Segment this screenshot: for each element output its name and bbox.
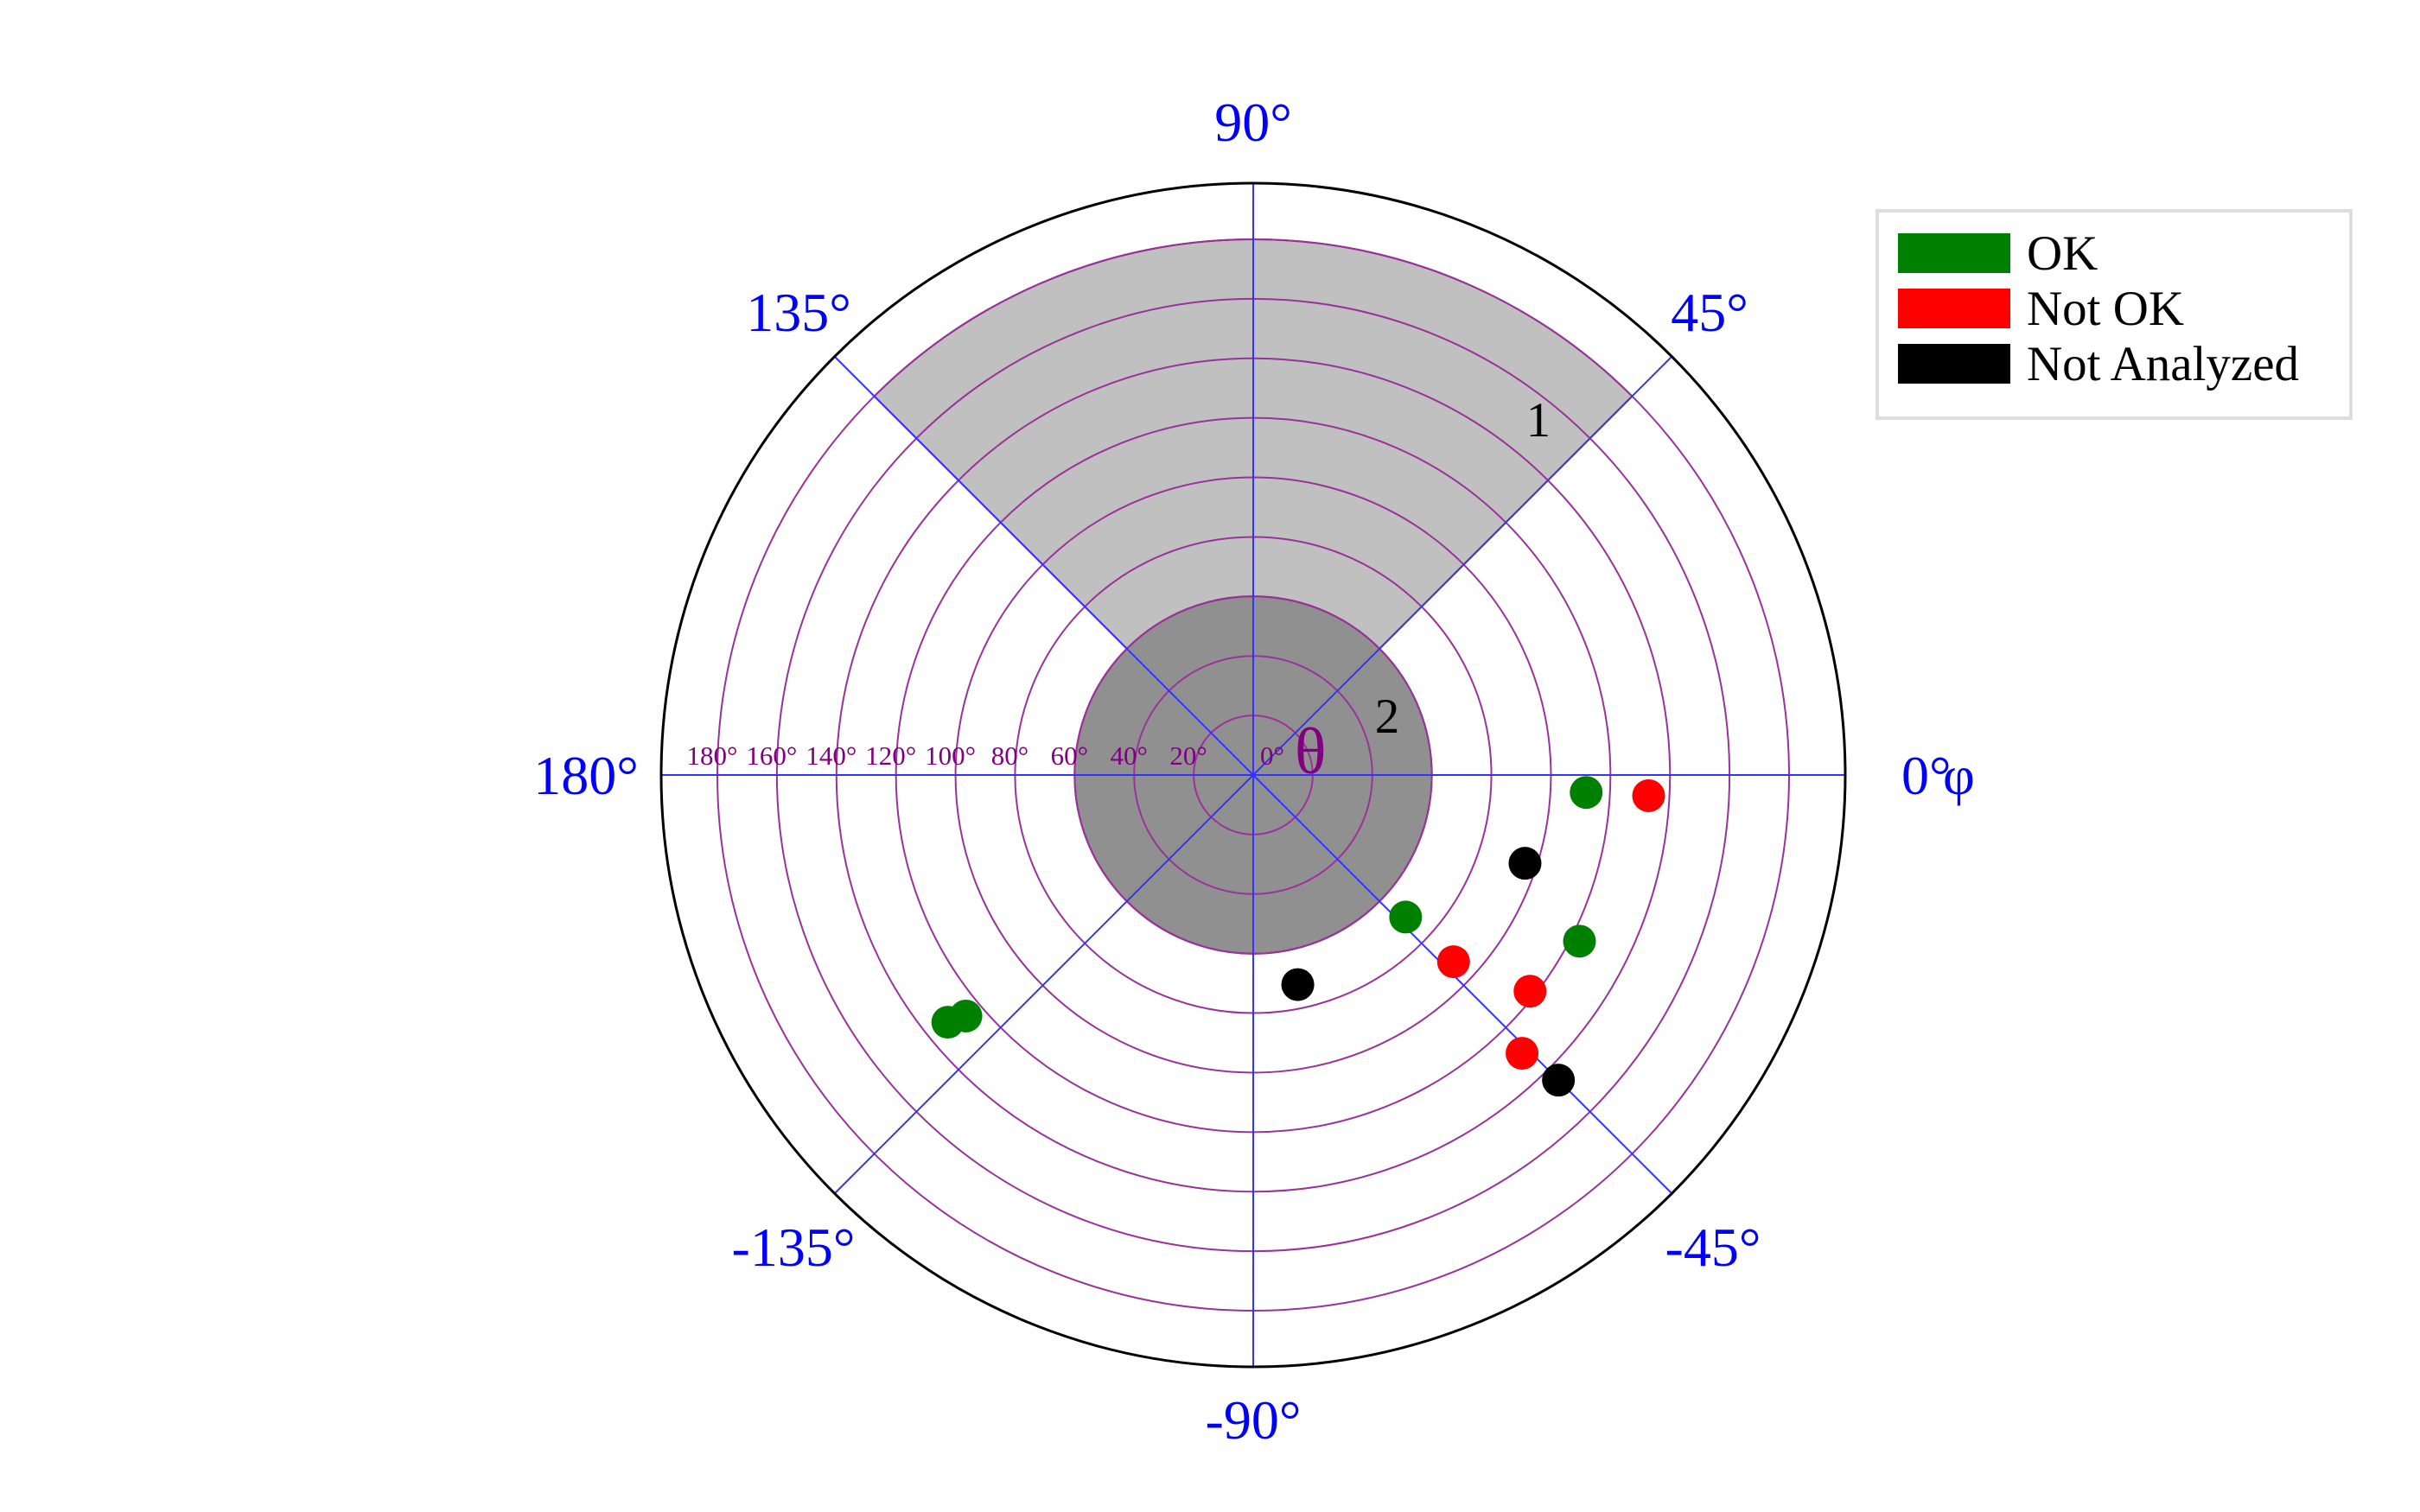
data-point-ok bbox=[931, 1006, 965, 1039]
theta-tick-label: 100° bbox=[925, 740, 976, 771]
legend-swatch-not-ok bbox=[1898, 289, 2010, 328]
labels-layer: 0° 20° 40° 60° 80° 100° 120° 140° 160° 180° θ 0° 45°… bbox=[533, 92, 1975, 1451]
phi-tick-label: 180° bbox=[533, 745, 639, 806]
phi-tick-label: 45° bbox=[1671, 282, 1748, 343]
theta-tick-label: 120° bbox=[865, 740, 916, 771]
data-point-not-analyzed bbox=[1508, 847, 1542, 880]
data-point-not-ok bbox=[1513, 975, 1547, 1008]
legend-label-ok: OK bbox=[2027, 226, 2098, 281]
theta-tick-label: 20° bbox=[1169, 740, 1207, 771]
theta-tick-label: 180° bbox=[687, 740, 738, 771]
phi-grid-spoke bbox=[1252, 355, 1673, 776]
data-point-not-ok bbox=[1506, 1037, 1539, 1070]
data-point-not-analyzed bbox=[1281, 968, 1315, 1001]
grid-layer bbox=[659, 181, 1847, 1369]
theta-tick-label: 140° bbox=[806, 740, 857, 771]
legend-label-not-ok: Not OK bbox=[2027, 282, 2184, 336]
theta-tick-label: 160° bbox=[746, 740, 797, 771]
phi-tick-label: 135° bbox=[746, 282, 851, 343]
legend-swatch-ok bbox=[1898, 233, 2010, 273]
outer-boundary bbox=[659, 181, 1847, 1369]
theta-tick-label: 40° bbox=[1111, 740, 1148, 771]
theta-tick-label: 60° bbox=[1051, 740, 1088, 771]
phi-grid-spoke bbox=[833, 774, 1254, 1195]
data-point-ok bbox=[1389, 900, 1423, 934]
phi-grid-spoke bbox=[1252, 774, 1673, 1195]
region-label-1: 1 bbox=[1526, 393, 1551, 448]
legend-swatch-not-analyzed bbox=[1898, 344, 2010, 384]
phi-axis-symbol: φ bbox=[1943, 745, 1975, 806]
region-label-2: 2 bbox=[1375, 689, 1400, 744]
data-point-not-ok bbox=[1436, 945, 1470, 979]
data-point-not-ok bbox=[1632, 778, 1665, 812]
phi-tick-label: -90° bbox=[1206, 1389, 1302, 1451]
phi-grid-spoke bbox=[833, 355, 1254, 776]
phi-tick-label: 0° bbox=[1901, 745, 1952, 806]
theta-axis-symbol: θ bbox=[1295, 715, 1326, 788]
phi-tick-label: 90° bbox=[1214, 92, 1292, 153]
theta-tick-label: 80° bbox=[991, 740, 1028, 771]
data-point-not-analyzed bbox=[1542, 1064, 1576, 1097]
legend-label-not-analyzed: Not Analyzed bbox=[2027, 337, 2299, 391]
data-point-ok bbox=[1570, 776, 1603, 810]
theta-tick-label: 0° bbox=[1260, 740, 1284, 771]
phi-tick-label: -45° bbox=[1665, 1217, 1761, 1278]
data-point-ok bbox=[1563, 924, 1596, 958]
phi-tick-label: -135° bbox=[732, 1217, 856, 1278]
points-layer bbox=[931, 776, 1665, 1097]
